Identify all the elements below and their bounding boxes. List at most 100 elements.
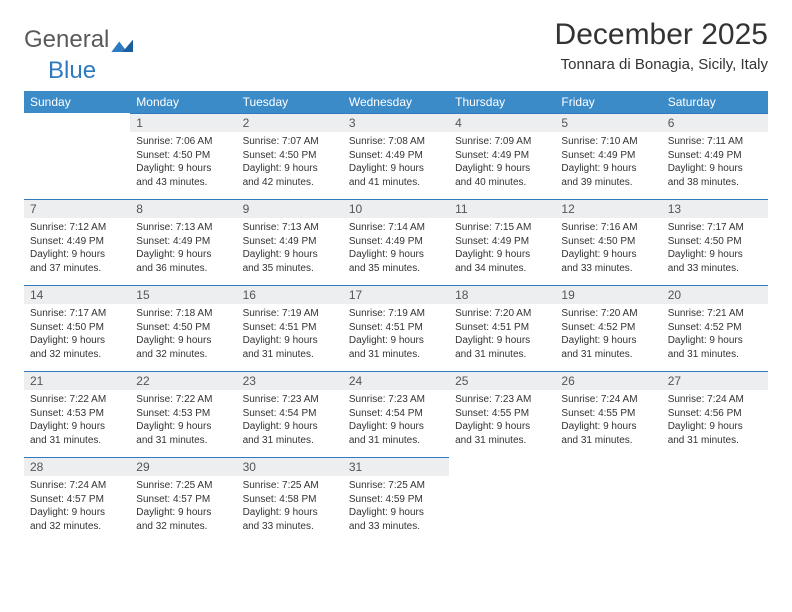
- day-line: Daylight: 9 hours: [668, 162, 762, 176]
- day-number: 28: [24, 457, 130, 476]
- day-number: 29: [130, 457, 236, 476]
- calendar-cell: 21Sunrise: 7:22 AMSunset: 4:53 PMDayligh…: [24, 371, 130, 457]
- day-line: Daylight: 9 hours: [243, 420, 337, 434]
- calendar-cell: 9Sunrise: 7:13 AMSunset: 4:49 PMDaylight…: [237, 199, 343, 285]
- day-line: and 31 minutes.: [561, 434, 655, 448]
- day-line: and 34 minutes.: [455, 262, 549, 276]
- day-line: Sunrise: 7:24 AM: [561, 393, 655, 407]
- day-line: Daylight: 9 hours: [455, 162, 549, 176]
- day-line: Daylight: 9 hours: [349, 248, 443, 262]
- day-number: [555, 457, 661, 475]
- day-line: Daylight: 9 hours: [243, 162, 337, 176]
- day-line: Sunset: 4:53 PM: [136, 407, 230, 421]
- day-line: Sunrise: 7:09 AM: [455, 135, 549, 149]
- calendar-row: 1Sunrise: 7:06 AMSunset: 4:50 PMDaylight…: [24, 113, 768, 199]
- day-line: Daylight: 9 hours: [349, 334, 443, 348]
- day-number: 16: [237, 285, 343, 304]
- day-line: Sunrise: 7:13 AM: [243, 221, 337, 235]
- day-number: 30: [237, 457, 343, 476]
- day-line: and 32 minutes.: [30, 520, 124, 534]
- day-line: Sunset: 4:59 PM: [349, 493, 443, 507]
- calendar-cell: 29Sunrise: 7:25 AMSunset: 4:57 PMDayligh…: [130, 457, 236, 543]
- day-content: Sunrise: 7:18 AMSunset: 4:50 PMDaylight:…: [130, 304, 236, 365]
- day-content: Sunrise: 7:19 AMSunset: 4:51 PMDaylight:…: [343, 304, 449, 365]
- day-line: Sunrise: 7:17 AM: [30, 307, 124, 321]
- day-line: and 31 minutes.: [668, 348, 762, 362]
- day-content: Sunrise: 7:14 AMSunset: 4:49 PMDaylight:…: [343, 218, 449, 279]
- calendar-cell: 3Sunrise: 7:08 AMSunset: 4:49 PMDaylight…: [343, 113, 449, 199]
- day-line: Sunrise: 7:18 AM: [136, 307, 230, 321]
- day-header-row: Sunday Monday Tuesday Wednesday Thursday…: [24, 91, 768, 113]
- day-content: [24, 131, 130, 138]
- day-line: Sunrise: 7:13 AM: [136, 221, 230, 235]
- day-line: Daylight: 9 hours: [136, 162, 230, 176]
- calendar-cell: 31Sunrise: 7:25 AMSunset: 4:59 PMDayligh…: [343, 457, 449, 543]
- day-line: and 39 minutes.: [561, 176, 655, 190]
- day-line: Sunset: 4:50 PM: [136, 149, 230, 163]
- day-line: and 41 minutes.: [349, 176, 443, 190]
- day-content: Sunrise: 7:25 AMSunset: 4:57 PMDaylight:…: [130, 476, 236, 537]
- day-line: Sunset: 4:49 PM: [455, 235, 549, 249]
- day-content: Sunrise: 7:08 AMSunset: 4:49 PMDaylight:…: [343, 132, 449, 193]
- calendar-cell: [24, 113, 130, 199]
- day-number: 3: [343, 113, 449, 132]
- day-line: Sunset: 4:52 PM: [668, 321, 762, 335]
- day-content: Sunrise: 7:25 AMSunset: 4:59 PMDaylight:…: [343, 476, 449, 537]
- day-number: 7: [24, 199, 130, 218]
- day-line: and 33 minutes.: [668, 262, 762, 276]
- col-sunday: Sunday: [24, 91, 130, 113]
- calendar-cell: 14Sunrise: 7:17 AMSunset: 4:50 PMDayligh…: [24, 285, 130, 371]
- day-line: and 32 minutes.: [136, 520, 230, 534]
- logo: General: [24, 26, 135, 54]
- day-content: Sunrise: 7:24 AMSunset: 4:55 PMDaylight:…: [555, 390, 661, 451]
- calendar-cell: 13Sunrise: 7:17 AMSunset: 4:50 PMDayligh…: [662, 199, 768, 285]
- logo-icon: [111, 31, 133, 49]
- day-content: Sunrise: 7:12 AMSunset: 4:49 PMDaylight:…: [24, 218, 130, 279]
- day-content: Sunrise: 7:20 AMSunset: 4:51 PMDaylight:…: [449, 304, 555, 365]
- day-number: 15: [130, 285, 236, 304]
- day-line: Sunset: 4:49 PM: [349, 235, 443, 249]
- day-line: Sunset: 4:58 PM: [243, 493, 337, 507]
- day-line: and 31 minutes.: [455, 434, 549, 448]
- day-line: Daylight: 9 hours: [30, 506, 124, 520]
- day-line: and 37 minutes.: [30, 262, 124, 276]
- day-number: 5: [555, 113, 661, 132]
- day-number: 10: [343, 199, 449, 218]
- calendar-cell: 25Sunrise: 7:23 AMSunset: 4:55 PMDayligh…: [449, 371, 555, 457]
- day-line: Sunset: 4:49 PM: [30, 235, 124, 249]
- day-line: and 40 minutes.: [455, 176, 549, 190]
- day-line: Daylight: 9 hours: [30, 248, 124, 262]
- col-friday: Friday: [555, 91, 661, 113]
- day-line: Daylight: 9 hours: [455, 420, 549, 434]
- calendar-cell: [555, 457, 661, 543]
- calendar-row: 7Sunrise: 7:12 AMSunset: 4:49 PMDaylight…: [24, 199, 768, 285]
- day-content: Sunrise: 7:13 AMSunset: 4:49 PMDaylight:…: [130, 218, 236, 279]
- day-line: Sunset: 4:50 PM: [30, 321, 124, 335]
- day-number: 2: [237, 113, 343, 132]
- day-content: Sunrise: 7:23 AMSunset: 4:55 PMDaylight:…: [449, 390, 555, 451]
- day-number: 31: [343, 457, 449, 476]
- day-content: Sunrise: 7:17 AMSunset: 4:50 PMDaylight:…: [24, 304, 130, 365]
- calendar-cell: [449, 457, 555, 543]
- day-number: 21: [24, 371, 130, 390]
- day-content: Sunrise: 7:23 AMSunset: 4:54 PMDaylight:…: [343, 390, 449, 451]
- day-number: 8: [130, 199, 236, 218]
- day-content: Sunrise: 7:17 AMSunset: 4:50 PMDaylight:…: [662, 218, 768, 279]
- day-line: and 31 minutes.: [668, 434, 762, 448]
- calendar-row: 21Sunrise: 7:22 AMSunset: 4:53 PMDayligh…: [24, 371, 768, 457]
- day-line: Sunset: 4:49 PM: [668, 149, 762, 163]
- calendar-cell: [662, 457, 768, 543]
- calendar-cell: 26Sunrise: 7:24 AMSunset: 4:55 PMDayligh…: [555, 371, 661, 457]
- day-content: [555, 475, 661, 482]
- day-line: and 33 minutes.: [243, 520, 337, 534]
- day-content: Sunrise: 7:13 AMSunset: 4:49 PMDaylight:…: [237, 218, 343, 279]
- day-line: and 43 minutes.: [136, 176, 230, 190]
- day-line: and 42 minutes.: [243, 176, 337, 190]
- day-line: Sunrise: 7:14 AM: [349, 221, 443, 235]
- day-line: Daylight: 9 hours: [561, 420, 655, 434]
- day-line: Sunset: 4:50 PM: [668, 235, 762, 249]
- day-number: 18: [449, 285, 555, 304]
- day-number: 25: [449, 371, 555, 390]
- calendar-cell: 10Sunrise: 7:14 AMSunset: 4:49 PMDayligh…: [343, 199, 449, 285]
- calendar-cell: 8Sunrise: 7:13 AMSunset: 4:49 PMDaylight…: [130, 199, 236, 285]
